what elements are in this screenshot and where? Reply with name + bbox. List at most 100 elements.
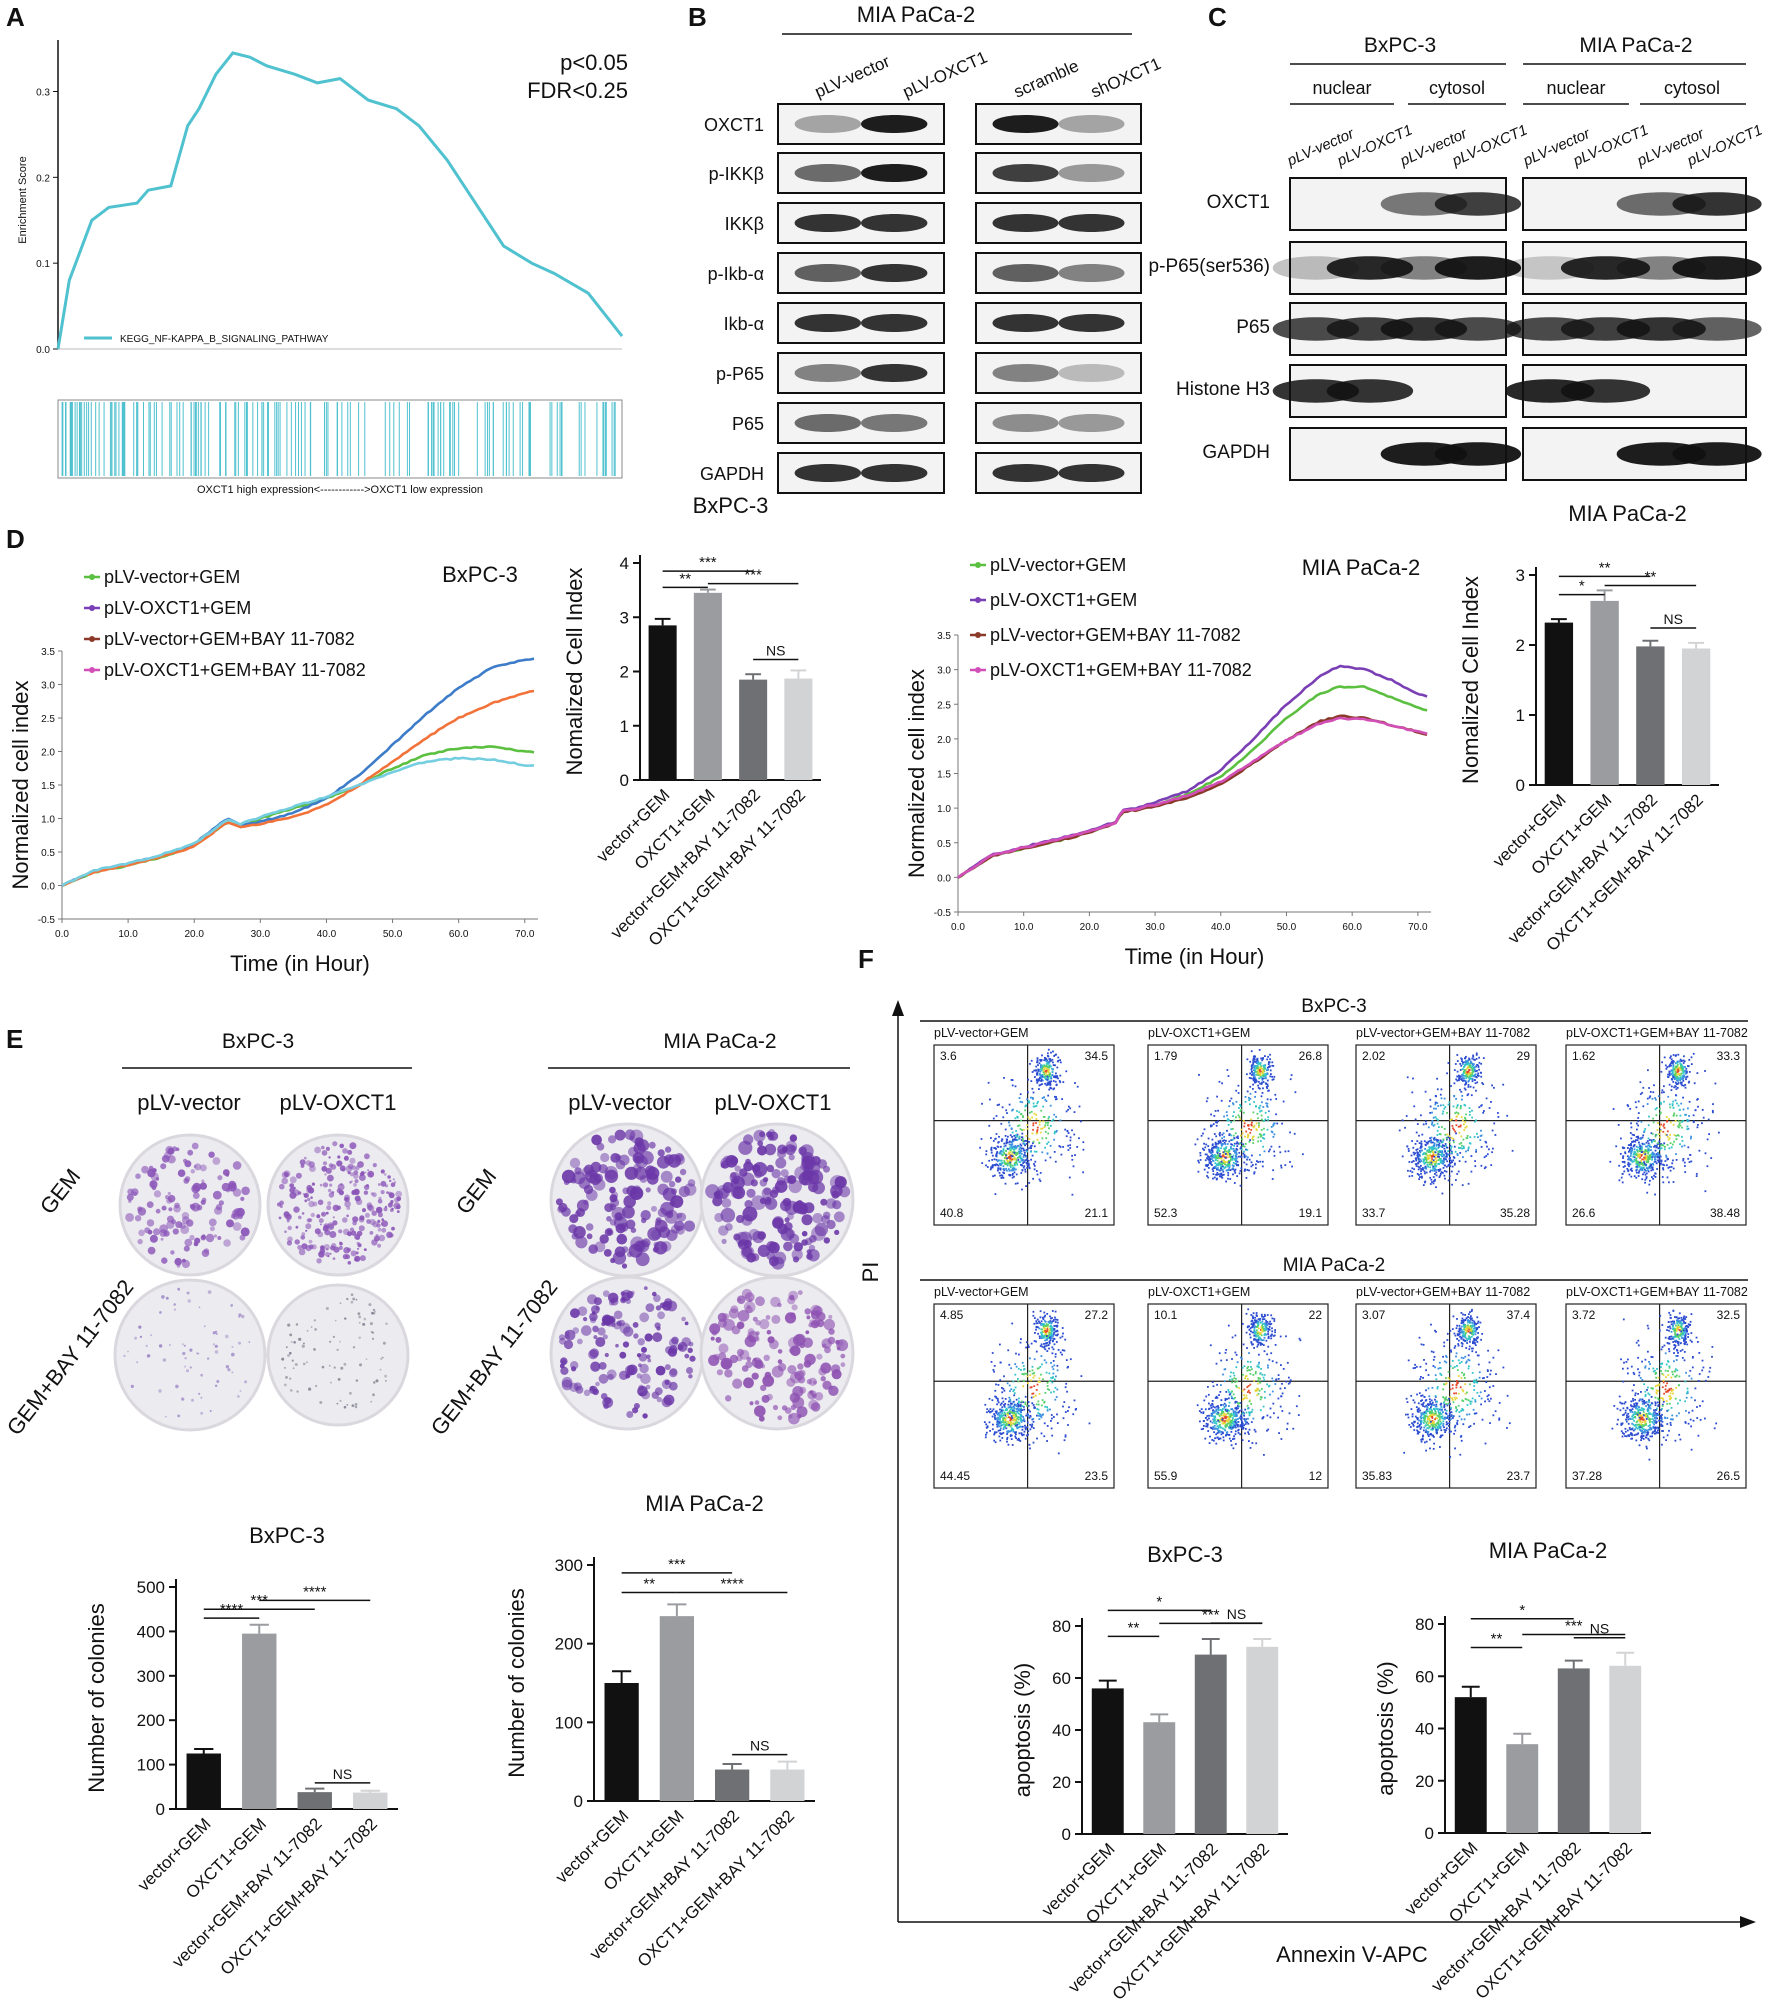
event-dot	[1040, 1080, 1043, 1082]
event-dot	[1017, 1412, 1020, 1415]
event-dot	[1071, 1154, 1073, 1157]
colony	[354, 1257, 358, 1262]
colony	[238, 1341, 241, 1345]
colony	[166, 1197, 173, 1204]
event-dot	[1233, 1377, 1236, 1380]
event-dot	[1062, 1417, 1065, 1420]
event-dot	[1294, 1091, 1297, 1094]
event-dot	[1063, 1401, 1066, 1403]
event-dot	[1032, 1105, 1035, 1108]
colony	[349, 1157, 356, 1164]
event-dot	[1040, 1404, 1043, 1407]
event-dot	[1243, 1156, 1246, 1159]
colony	[150, 1334, 153, 1337]
event-dot	[999, 1343, 1001, 1346]
event-dot	[1252, 1083, 1254, 1086]
event-dot	[1229, 1156, 1232, 1158]
event-dot	[985, 1153, 988, 1156]
event-dot	[996, 1420, 999, 1423]
event-dot	[1217, 1142, 1219, 1145]
event-dot	[1254, 1332, 1256, 1335]
event-dot	[1266, 1079, 1269, 1082]
colony	[610, 1297, 619, 1306]
event-dot	[1250, 1068, 1253, 1071]
line-chart-d-bxpc3-curve: -0.50.00.51.01.52.02.53.03.50.0 10.0 20.0 3…	[8, 647, 538, 976]
y-tick-label: 0.0	[36, 345, 50, 356]
blot-band	[861, 214, 928, 232]
event-dot	[1055, 1084, 1058, 1087]
event-dot	[1008, 1160, 1011, 1162]
colony	[231, 1371, 234, 1374]
colony	[323, 1244, 330, 1251]
chart-title: BxPC-3	[249, 1523, 325, 1548]
event-dot	[1255, 1167, 1257, 1169]
blot-box	[1289, 177, 1522, 231]
event-dot	[994, 1431, 996, 1434]
colony	[643, 1286, 648, 1290]
blot-box	[777, 152, 945, 194]
event-dot	[1235, 1147, 1238, 1150]
event-dot	[1244, 1375, 1247, 1378]
event-dot	[1047, 1132, 1050, 1135]
event-dot	[1222, 1404, 1225, 1406]
event-dot	[1244, 1408, 1247, 1411]
colony	[593, 1297, 602, 1306]
colony	[611, 1191, 619, 1199]
colony	[840, 1362, 846, 1368]
colony	[816, 1353, 823, 1360]
event-dot	[994, 1389, 997, 1392]
event-dot	[1022, 1385, 1025, 1388]
event-dot	[1235, 1413, 1237, 1416]
blot-box	[975, 352, 1142, 394]
colony	[343, 1197, 348, 1202]
event-dot	[995, 1148, 997, 1150]
event-dot	[1235, 1157, 1238, 1160]
colony	[764, 1143, 777, 1156]
event-dot	[998, 1425, 1001, 1428]
condition-label: pLV-OXCT1+GEM	[1148, 1285, 1250, 1299]
event-dot	[1043, 1323, 1046, 1325]
event-dot	[1010, 1429, 1013, 1432]
series-line	[61, 689, 535, 887]
event-dot	[1257, 1339, 1260, 1341]
colony	[174, 1257, 182, 1266]
panel-d: -0.50.00.51.01.52.02.53.03.50.0 10.0 20.0 3…	[8, 493, 1719, 976]
colony	[569, 1157, 581, 1169]
event-dot	[1233, 1170, 1236, 1172]
event-dot	[1205, 1417, 1208, 1419]
event-dot	[1000, 1145, 1002, 1148]
event-dot	[1049, 1072, 1051, 1075]
event-dot	[1240, 1156, 1243, 1158]
colony	[342, 1254, 348, 1260]
colony	[308, 1387, 312, 1391]
event-dot	[1012, 1428, 1015, 1431]
colony	[134, 1215, 142, 1222]
event-dot	[1237, 1405, 1239, 1407]
event-dot	[1205, 1143, 1208, 1146]
event-dot	[1292, 1427, 1295, 1430]
event-dot	[1254, 1067, 1257, 1070]
event-dot	[991, 1159, 994, 1161]
quadrant-value: 19.1	[1299, 1206, 1323, 1220]
line-chart-d-mia-curve: -0.50.00.51.01.52.02.53.03.50.0 10.0 20.0 3…	[904, 631, 1431, 969]
colony	[784, 1144, 796, 1156]
event-dot	[1210, 1124, 1212, 1127]
event-dot	[1047, 1141, 1050, 1144]
colony	[812, 1181, 825, 1195]
event-dot	[1008, 1103, 1011, 1106]
event-dot	[1254, 1325, 1256, 1328]
legend-label: pLV-OXCT1+GEM	[104, 598, 251, 618]
colony	[375, 1234, 379, 1237]
event-dot	[1021, 1428, 1024, 1431]
event-dot	[1051, 1346, 1054, 1349]
event-dot	[1008, 1124, 1011, 1127]
colony	[560, 1359, 567, 1365]
event-dot	[1006, 1382, 1009, 1385]
event-dot	[1033, 1372, 1035, 1374]
event-dot	[1256, 1160, 1258, 1162]
event-dot	[1263, 1119, 1265, 1122]
event-dot	[1010, 1415, 1013, 1417]
event-dot	[997, 1146, 1000, 1148]
event-dot	[1000, 1424, 1002, 1427]
event-dot	[1226, 1412, 1229, 1414]
